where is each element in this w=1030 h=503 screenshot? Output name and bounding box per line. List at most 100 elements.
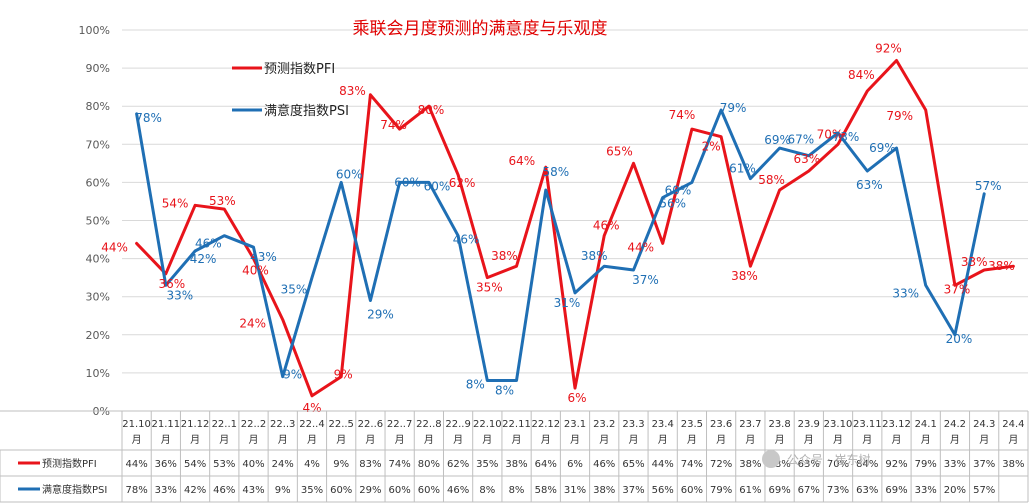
category-label: 23.4 (652, 419, 674, 430)
psi-data-label: 46% (453, 233, 480, 247)
pfi-data-label: 65% (606, 144, 633, 158)
category-label: 23.6 (710, 419, 732, 430)
table-cell: 43% (242, 485, 264, 496)
psi-data-label: 8% (495, 384, 514, 398)
table-cell: 63% (856, 485, 878, 496)
category-label: 24.2 (944, 419, 966, 430)
psi-data-label: 20% (946, 332, 973, 346)
table-cell: 4% (304, 459, 320, 470)
pfi-data-label: 38% (988, 259, 1015, 273)
pfi-data-label: 36% (158, 277, 185, 291)
legend-label-psi: 满意度指数PSI (264, 103, 349, 119)
category-label-suffix: 月 (190, 434, 200, 446)
table-cell: 35% (476, 459, 498, 470)
psi-data-label: 38% (581, 249, 608, 263)
table-cell: 9% (275, 485, 291, 496)
category-label-suffix: 月 (833, 434, 843, 446)
pfi-data-label: 80% (418, 103, 445, 117)
table-cell: 73% (827, 485, 849, 496)
table-cell: 57% (973, 485, 995, 496)
category-label-suffix: 月 (629, 434, 639, 446)
category-label: 23.10 (824, 419, 853, 430)
category-label: 22.11 (502, 419, 531, 430)
category-label: 23.1 (564, 419, 586, 430)
data-table: 21.10 月 21.11 月 21.12 月 22..1 月 22..2 月 22..3 月 22..… (0, 410, 1029, 503)
category-label: 23.11 (853, 419, 882, 430)
table-cell: 20% (944, 485, 966, 496)
table-cell: 62% (447, 459, 469, 470)
category-label: 22.12 (531, 419, 560, 430)
pfi-data-label: 35% (476, 281, 503, 295)
table-cell: 33% (915, 485, 937, 496)
category-label: 24.4 (1002, 419, 1024, 430)
category-label: 22..3 (270, 419, 295, 430)
category-label: 22..8 (416, 419, 441, 430)
psi-data-label: 69% (764, 133, 791, 147)
data-labels: 44% 36% 54% 53% 40% 24% 4% 9% 83% 74% 80% 62% 35% 38%… (101, 42, 1014, 415)
table-cell: 72% (710, 459, 732, 470)
y-tick-label: 100% (79, 24, 110, 37)
table-cell: 29% (359, 485, 381, 496)
table-cell: 65% (622, 459, 644, 470)
pfi-data-label: 62% (449, 176, 476, 190)
table-row-header: 预测指数PFI (42, 457, 97, 470)
psi-data-label: 33% (892, 286, 919, 300)
category-label-suffix: 月 (512, 434, 522, 446)
category-label-suffix: 月 (307, 434, 317, 446)
category-label-suffix: 月 (599, 434, 609, 446)
category-label-suffix: 月 (365, 434, 375, 446)
table-cell: 74% (681, 459, 703, 470)
table-cell: 37% (622, 485, 644, 496)
table-cell: 60% (388, 485, 410, 496)
psi-data-label: 60% (394, 175, 421, 189)
pfi-data-label: 79% (886, 109, 913, 123)
table-cell: 61% (739, 485, 761, 496)
legend-label-pfi: 预测指数PFI (264, 62, 335, 77)
category-label: 24.3 (973, 419, 995, 430)
category-label-suffix: 月 (1008, 434, 1018, 446)
table-cell: 53% (213, 459, 235, 470)
pfi-data-label: 46% (593, 219, 620, 233)
category-label: 22..2 (241, 419, 266, 430)
table-cell: 60% (330, 485, 352, 496)
category-label: 22..4 (299, 419, 324, 430)
psi-data-label: 67% (787, 133, 814, 147)
category-label: 22.10 (473, 419, 502, 430)
psi-data-label: 37% (632, 273, 659, 287)
psi-data-label: 60% (336, 167, 363, 181)
category-label: 21.11 (151, 419, 180, 430)
table-cell: 33% (155, 485, 177, 496)
y-tick-label: 40% (86, 253, 110, 266)
psi-data-label: 57% (975, 179, 1002, 193)
category-label-suffix: 月 (482, 434, 492, 446)
psi-data-label: 78% (135, 111, 162, 125)
psi-data-label: 9% (283, 368, 302, 382)
category-label-suffix: 月 (804, 434, 814, 446)
pfi-data-label: 70% (817, 127, 844, 141)
category-label-suffix: 月 (745, 434, 755, 446)
psi-data-label: 58% (542, 165, 569, 179)
table-cell: 70% (827, 459, 849, 470)
category-label: 23.7 (739, 419, 761, 430)
table-cell: 46% (213, 485, 235, 496)
pfi-data-label: 58% (758, 173, 785, 187)
category-label-suffix: 月 (395, 434, 405, 446)
pfi-data-label: 44% (627, 240, 654, 254)
table-cell: 69% (768, 485, 790, 496)
category-label: 23.5 (681, 419, 703, 430)
pfi-data-label: 53% (209, 194, 236, 208)
pfi-data-label: 74% (380, 118, 407, 132)
pfi-data-label: 54% (162, 196, 189, 210)
y-gridlines (122, 29, 1028, 412)
watermark-text: 公众号 · 崔东树 (787, 452, 870, 467)
table-cell: 35% (301, 485, 323, 496)
category-label-suffix: 月 (921, 434, 931, 446)
series-lines (135, 59, 1015, 398)
table-cell: 46% (593, 459, 615, 470)
table-cell: 44% (125, 459, 147, 470)
category-label: 22..6 (358, 419, 383, 430)
category-label: 23.12 (882, 419, 911, 430)
psi-data-label: 73% (833, 130, 860, 144)
pfi-data-label: 83% (339, 84, 366, 98)
